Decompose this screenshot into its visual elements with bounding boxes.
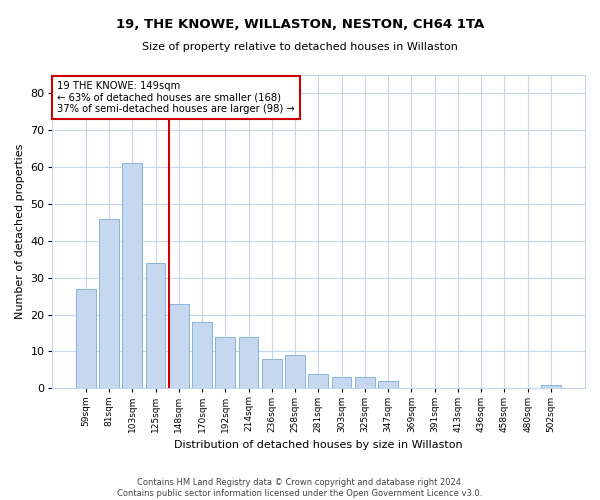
Bar [378, 381, 398, 388]
Y-axis label: Number of detached properties: Number of detached properties [15, 144, 25, 320]
Text: Contains HM Land Registry data © Crown copyright and database right 2024.
Contai: Contains HM Land Registry data © Crown c… [118, 478, 482, 498]
Text: 19 THE KNOWE: 149sqm
← 63% of detached houses are smaller (168)
37% of semi-deta: 19 THE KNOWE: 149sqm ← 63% of detached h… [57, 82, 295, 114]
Bar [332, 378, 352, 388]
Bar [285, 355, 305, 388]
Bar [239, 336, 259, 388]
Bar [355, 378, 375, 388]
Bar [169, 304, 188, 388]
Bar [262, 359, 281, 388]
Bar [76, 289, 95, 388]
Text: 19, THE KNOWE, WILLASTON, NESTON, CH64 1TA: 19, THE KNOWE, WILLASTON, NESTON, CH64 1… [116, 18, 484, 30]
Bar [146, 263, 166, 388]
Text: Size of property relative to detached houses in Willaston: Size of property relative to detached ho… [142, 42, 458, 52]
Bar [99, 219, 119, 388]
Bar [215, 336, 235, 388]
X-axis label: Distribution of detached houses by size in Willaston: Distribution of detached houses by size … [174, 440, 463, 450]
Bar [541, 384, 561, 388]
Bar [122, 164, 142, 388]
Bar [192, 322, 212, 388]
Bar [308, 374, 328, 388]
